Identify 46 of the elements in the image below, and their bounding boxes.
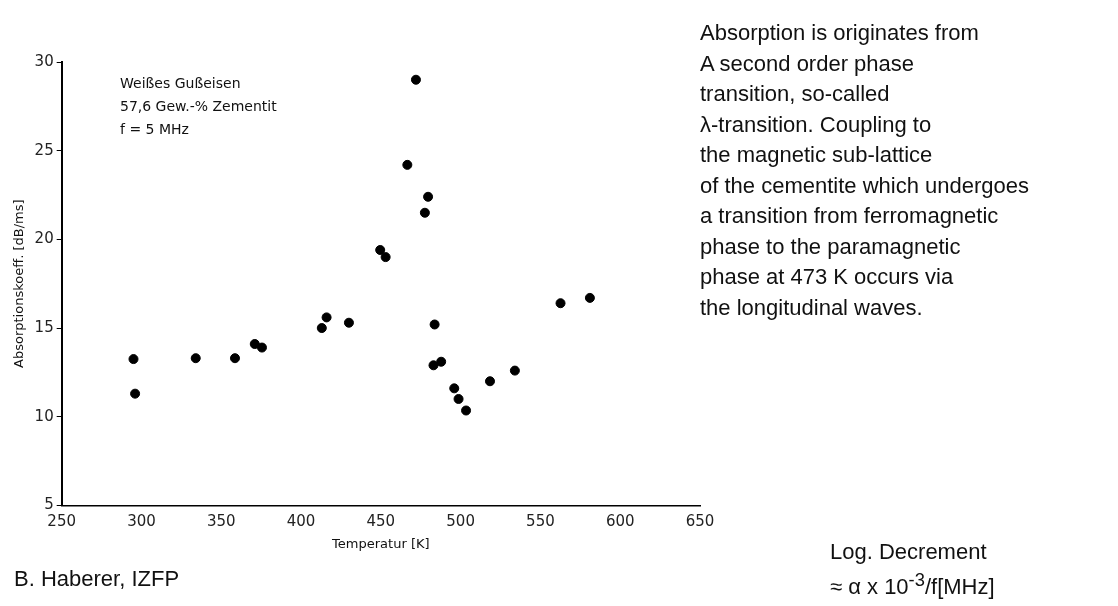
point <box>249 339 260 349</box>
point <box>410 74 421 85</box>
point <box>584 292 595 303</box>
point <box>509 365 520 376</box>
x-tick-label: 600 <box>605 512 635 531</box>
point <box>343 317 354 328</box>
point <box>256 342 267 353</box>
text: B. Haberer, IZFP <box>14 566 180 592</box>
point <box>461 405 472 416</box>
point <box>130 388 141 399</box>
point <box>190 353 201 364</box>
y-axis-title: Absorptionskoeff. [dB/ms] <box>11 199 27 368</box>
x-tick-label: 350 <box>206 512 236 531</box>
point <box>402 159 413 170</box>
x-tick-label: 250 <box>47 512 77 531</box>
y-tick-label: 5 <box>44 495 54 514</box>
x-tick-label: 650 <box>685 512 715 531</box>
point <box>419 207 430 218</box>
x-tick-label: 550 <box>526 512 555 531</box>
y-tick-label: 15 <box>34 317 54 336</box>
y-tick-label: 20 <box>34 229 54 248</box>
point <box>128 354 139 365</box>
point <box>449 383 460 394</box>
point <box>423 191 434 202</box>
x-axis-title: Temperatur [K] <box>331 535 430 551</box>
point <box>436 356 447 367</box>
x-tick-label: 500 <box>446 512 475 531</box>
point <box>429 319 440 330</box>
point <box>428 360 439 371</box>
point <box>453 393 464 404</box>
point <box>229 353 240 364</box>
point <box>380 252 391 263</box>
point <box>485 376 495 387</box>
point <box>316 323 327 334</box>
x-tick-label: 450 <box>366 512 396 531</box>
x-tick-label: 400 <box>286 512 316 531</box>
x-tick-label: 300 <box>127 512 156 531</box>
point <box>555 298 566 309</box>
text: Log. Decrement ≈ α x 10$^{-3}$/f[MHz] <box>830 538 995 602</box>
text: Absorption is originates from A second order phase transition, so-called λ-transition. Coupling to the magnetic sub-lattice of the cementite which undergoes a transition from ferromagnetic phase to the paramagnetic phase at 473 K occurs via the longitudinal waves. <box>700 20 1029 320</box>
point <box>321 312 332 323</box>
y-tick-label: 25 <box>34 140 54 159</box>
point <box>375 245 386 255</box>
y-tick-label: 10 <box>34 406 54 425</box>
annotation: Weißes Gußeisen 57,6 Gew.-% Zementit f = 5 MHz <box>120 74 277 139</box>
y-tick-label: 30 <box>34 51 54 70</box>
